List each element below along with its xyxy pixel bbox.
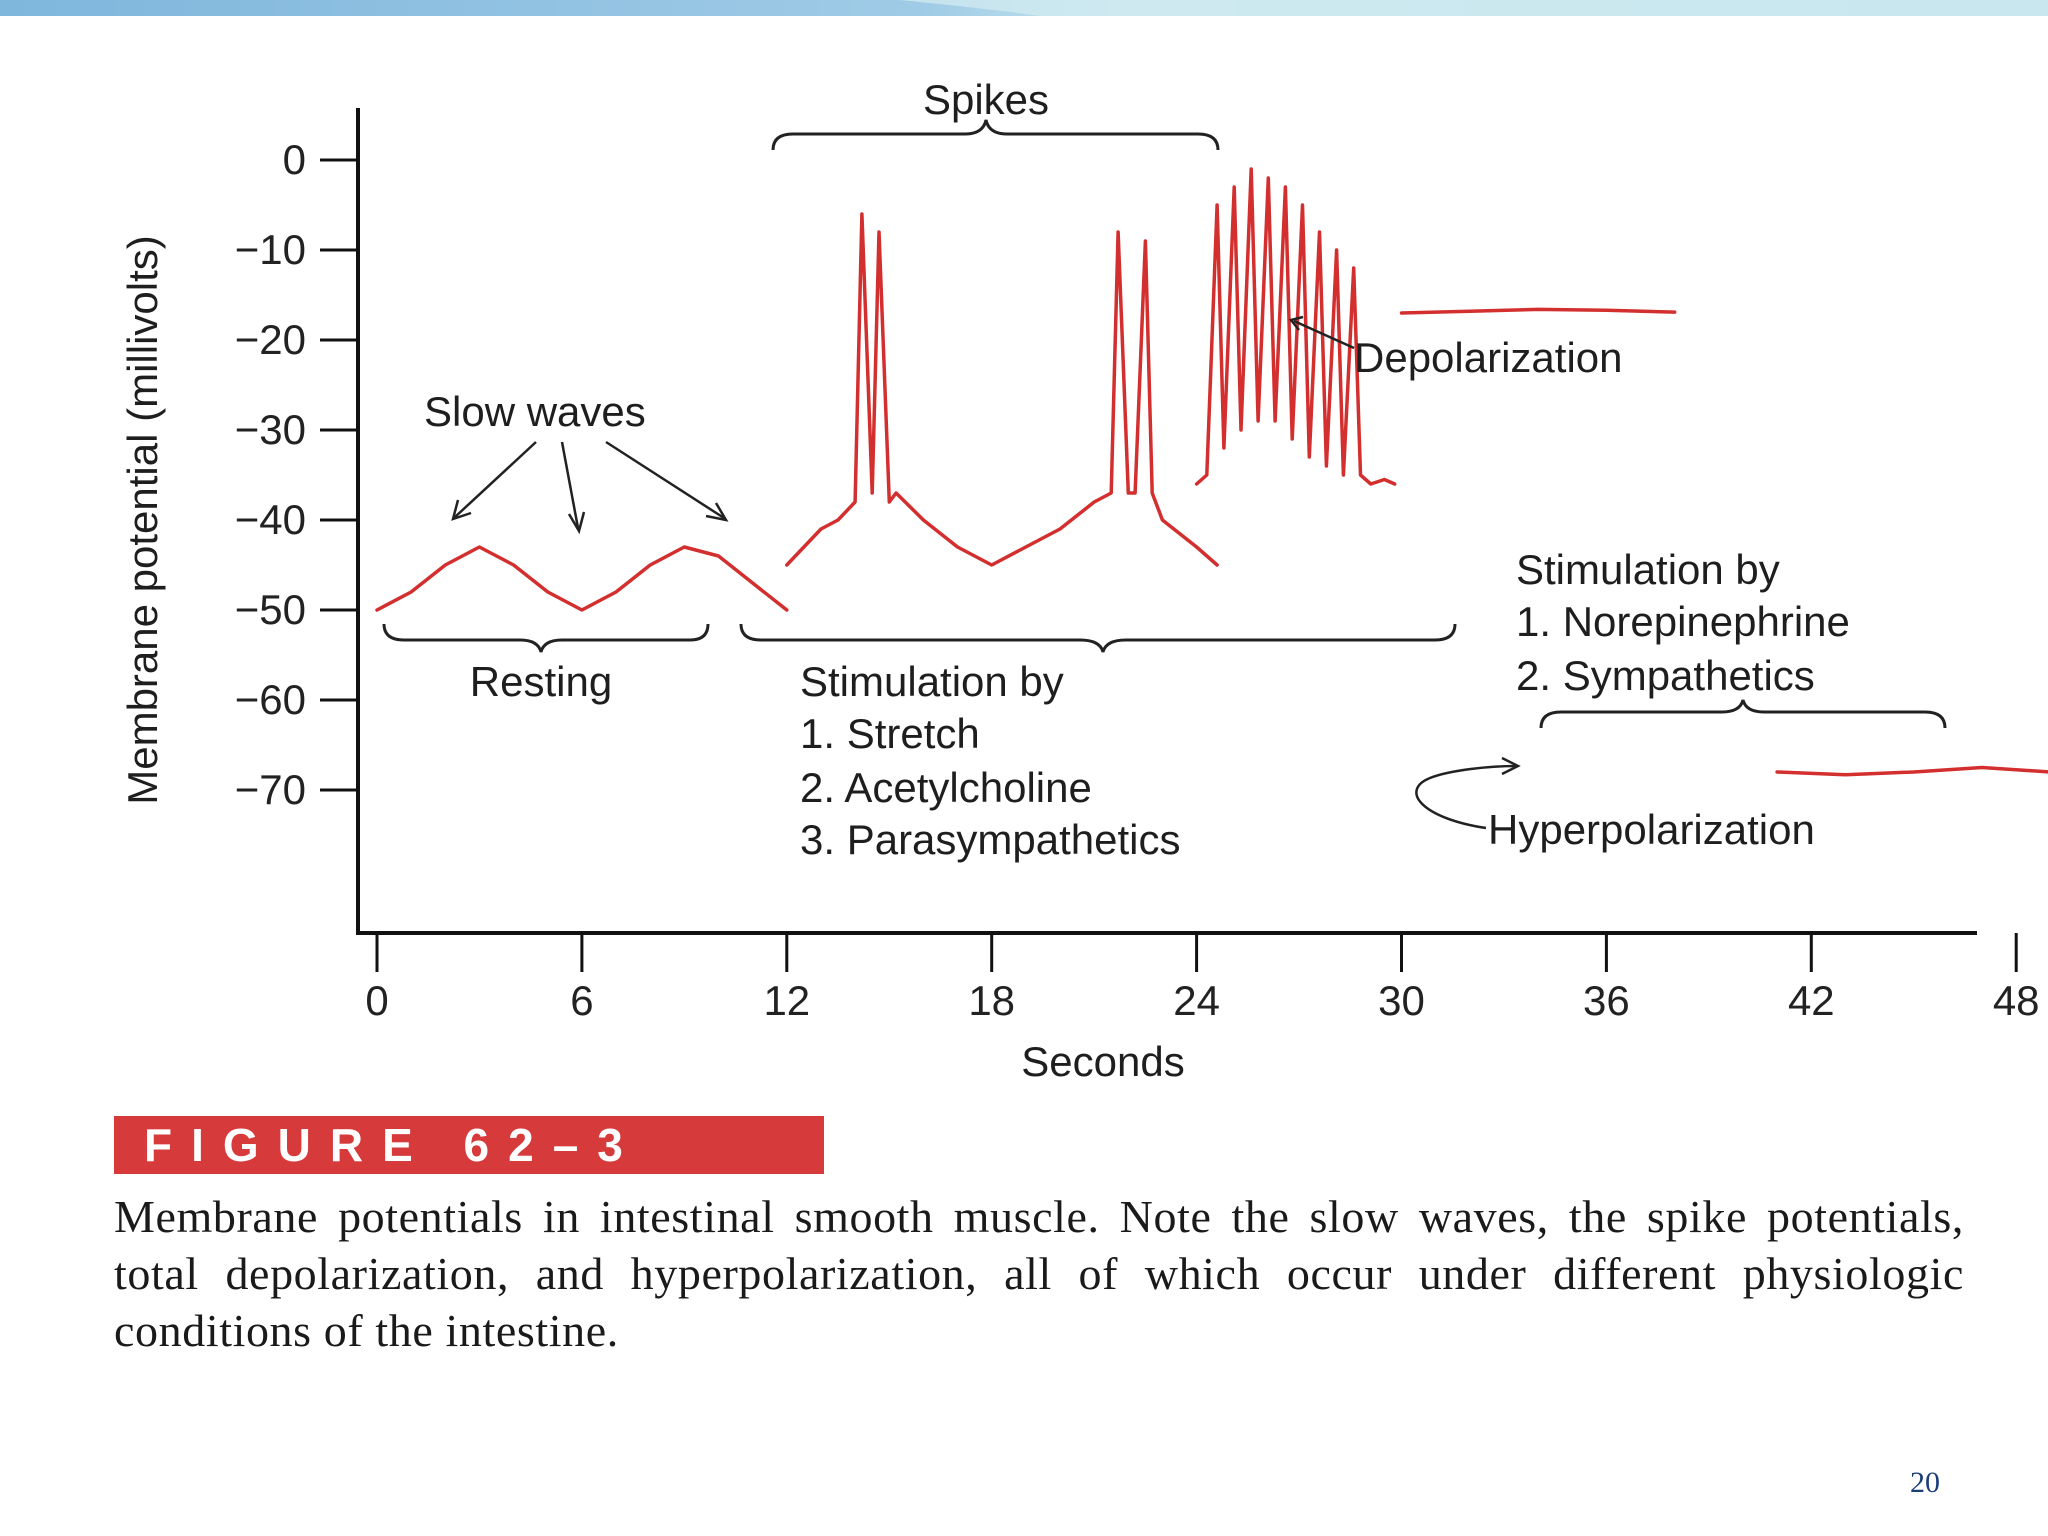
- y-tick-label: −10: [235, 226, 306, 273]
- x-tick-label: 48: [1993, 977, 2040, 1024]
- slide-header-band: [0, 0, 2048, 16]
- spikes-label: Spikes: [923, 76, 1049, 123]
- y-tick-label: −20: [235, 316, 306, 363]
- x-tick-label: 24: [1173, 977, 1220, 1024]
- slow-waves-label: Slow waves: [424, 388, 646, 435]
- hyperpolarization-label: Hyperpolarization: [1488, 806, 1815, 853]
- stimulation-1-item-3: 3. Parasympathetics: [800, 816, 1181, 863]
- spikes-brace: [771, 119, 1220, 151]
- x-axis-title: Seconds: [1021, 1038, 1184, 1085]
- stimulation-2-brace: [1539, 699, 1947, 729]
- x-tick-label: 12: [763, 977, 810, 1024]
- hyperpolarization-arrow: [1415, 756, 1521, 830]
- x-tick-label: 0: [365, 977, 388, 1024]
- y-tick-label: −40: [235, 496, 306, 543]
- y-tick-label: −70: [235, 766, 306, 813]
- x-tick-label: 18: [968, 977, 1015, 1024]
- figure-caption: Membrane potentials in intestinal smooth…: [114, 1191, 1964, 1356]
- stimulation-1-item-2: 2. Acetylcholine: [800, 764, 1092, 811]
- slow-waves-arrows: [451, 440, 729, 535]
- stimulation-1-item-1: 1. Stretch: [800, 710, 980, 757]
- series-group: [375, 167, 2048, 777]
- x-tick-label: 42: [1788, 977, 1835, 1024]
- y-axis-title: Membrane potential (millivolts): [119, 235, 166, 805]
- series-line-1: [375, 545, 789, 612]
- x-tick-label: 36: [1583, 977, 1630, 1024]
- resting-brace: [382, 623, 710, 653]
- y-tick-label: −30: [235, 406, 306, 453]
- figure-label-banner: FIGURE 62–3: [114, 1116, 824, 1174]
- series-line-5: [1775, 765, 2048, 777]
- y-tick-label: −50: [235, 586, 306, 633]
- stimulation-1-brace: [739, 623, 1457, 653]
- y-tick-label: −60: [235, 676, 306, 723]
- y-tick-label: 0: [283, 136, 306, 183]
- series-line-2: [785, 212, 1219, 567]
- page-number: 20: [1910, 1466, 1940, 1499]
- series-line-4: [1399, 307, 1677, 315]
- stimulation-1-title: Stimulation by: [800, 658, 1064, 705]
- stimulation-2-title: Stimulation by: [1516, 546, 1780, 593]
- x-tick-label: 6: [570, 977, 593, 1024]
- depolarization-label: Depolarization: [1354, 334, 1623, 381]
- stimulation-2-item-1: 1. Norepinephrine: [1516, 598, 1850, 645]
- x-tick-label: 30: [1378, 977, 1425, 1024]
- membrane-potential-chart: 0−10−20−30−40−50−60−70 06121824303642485…: [119, 76, 2048, 1085]
- stimulation-2-item-2: 2. Sympathetics: [1516, 652, 1815, 699]
- depolarization-arrow: [1288, 315, 1355, 350]
- series-line-3: [1194, 167, 1397, 486]
- y-ticks: 0 −10 −20 −30 −40 −50 −60 −70: [235, 136, 358, 813]
- x-ticks: 061218243036424854: [365, 933, 2040, 1024]
- resting-label: Resting: [470, 658, 612, 705]
